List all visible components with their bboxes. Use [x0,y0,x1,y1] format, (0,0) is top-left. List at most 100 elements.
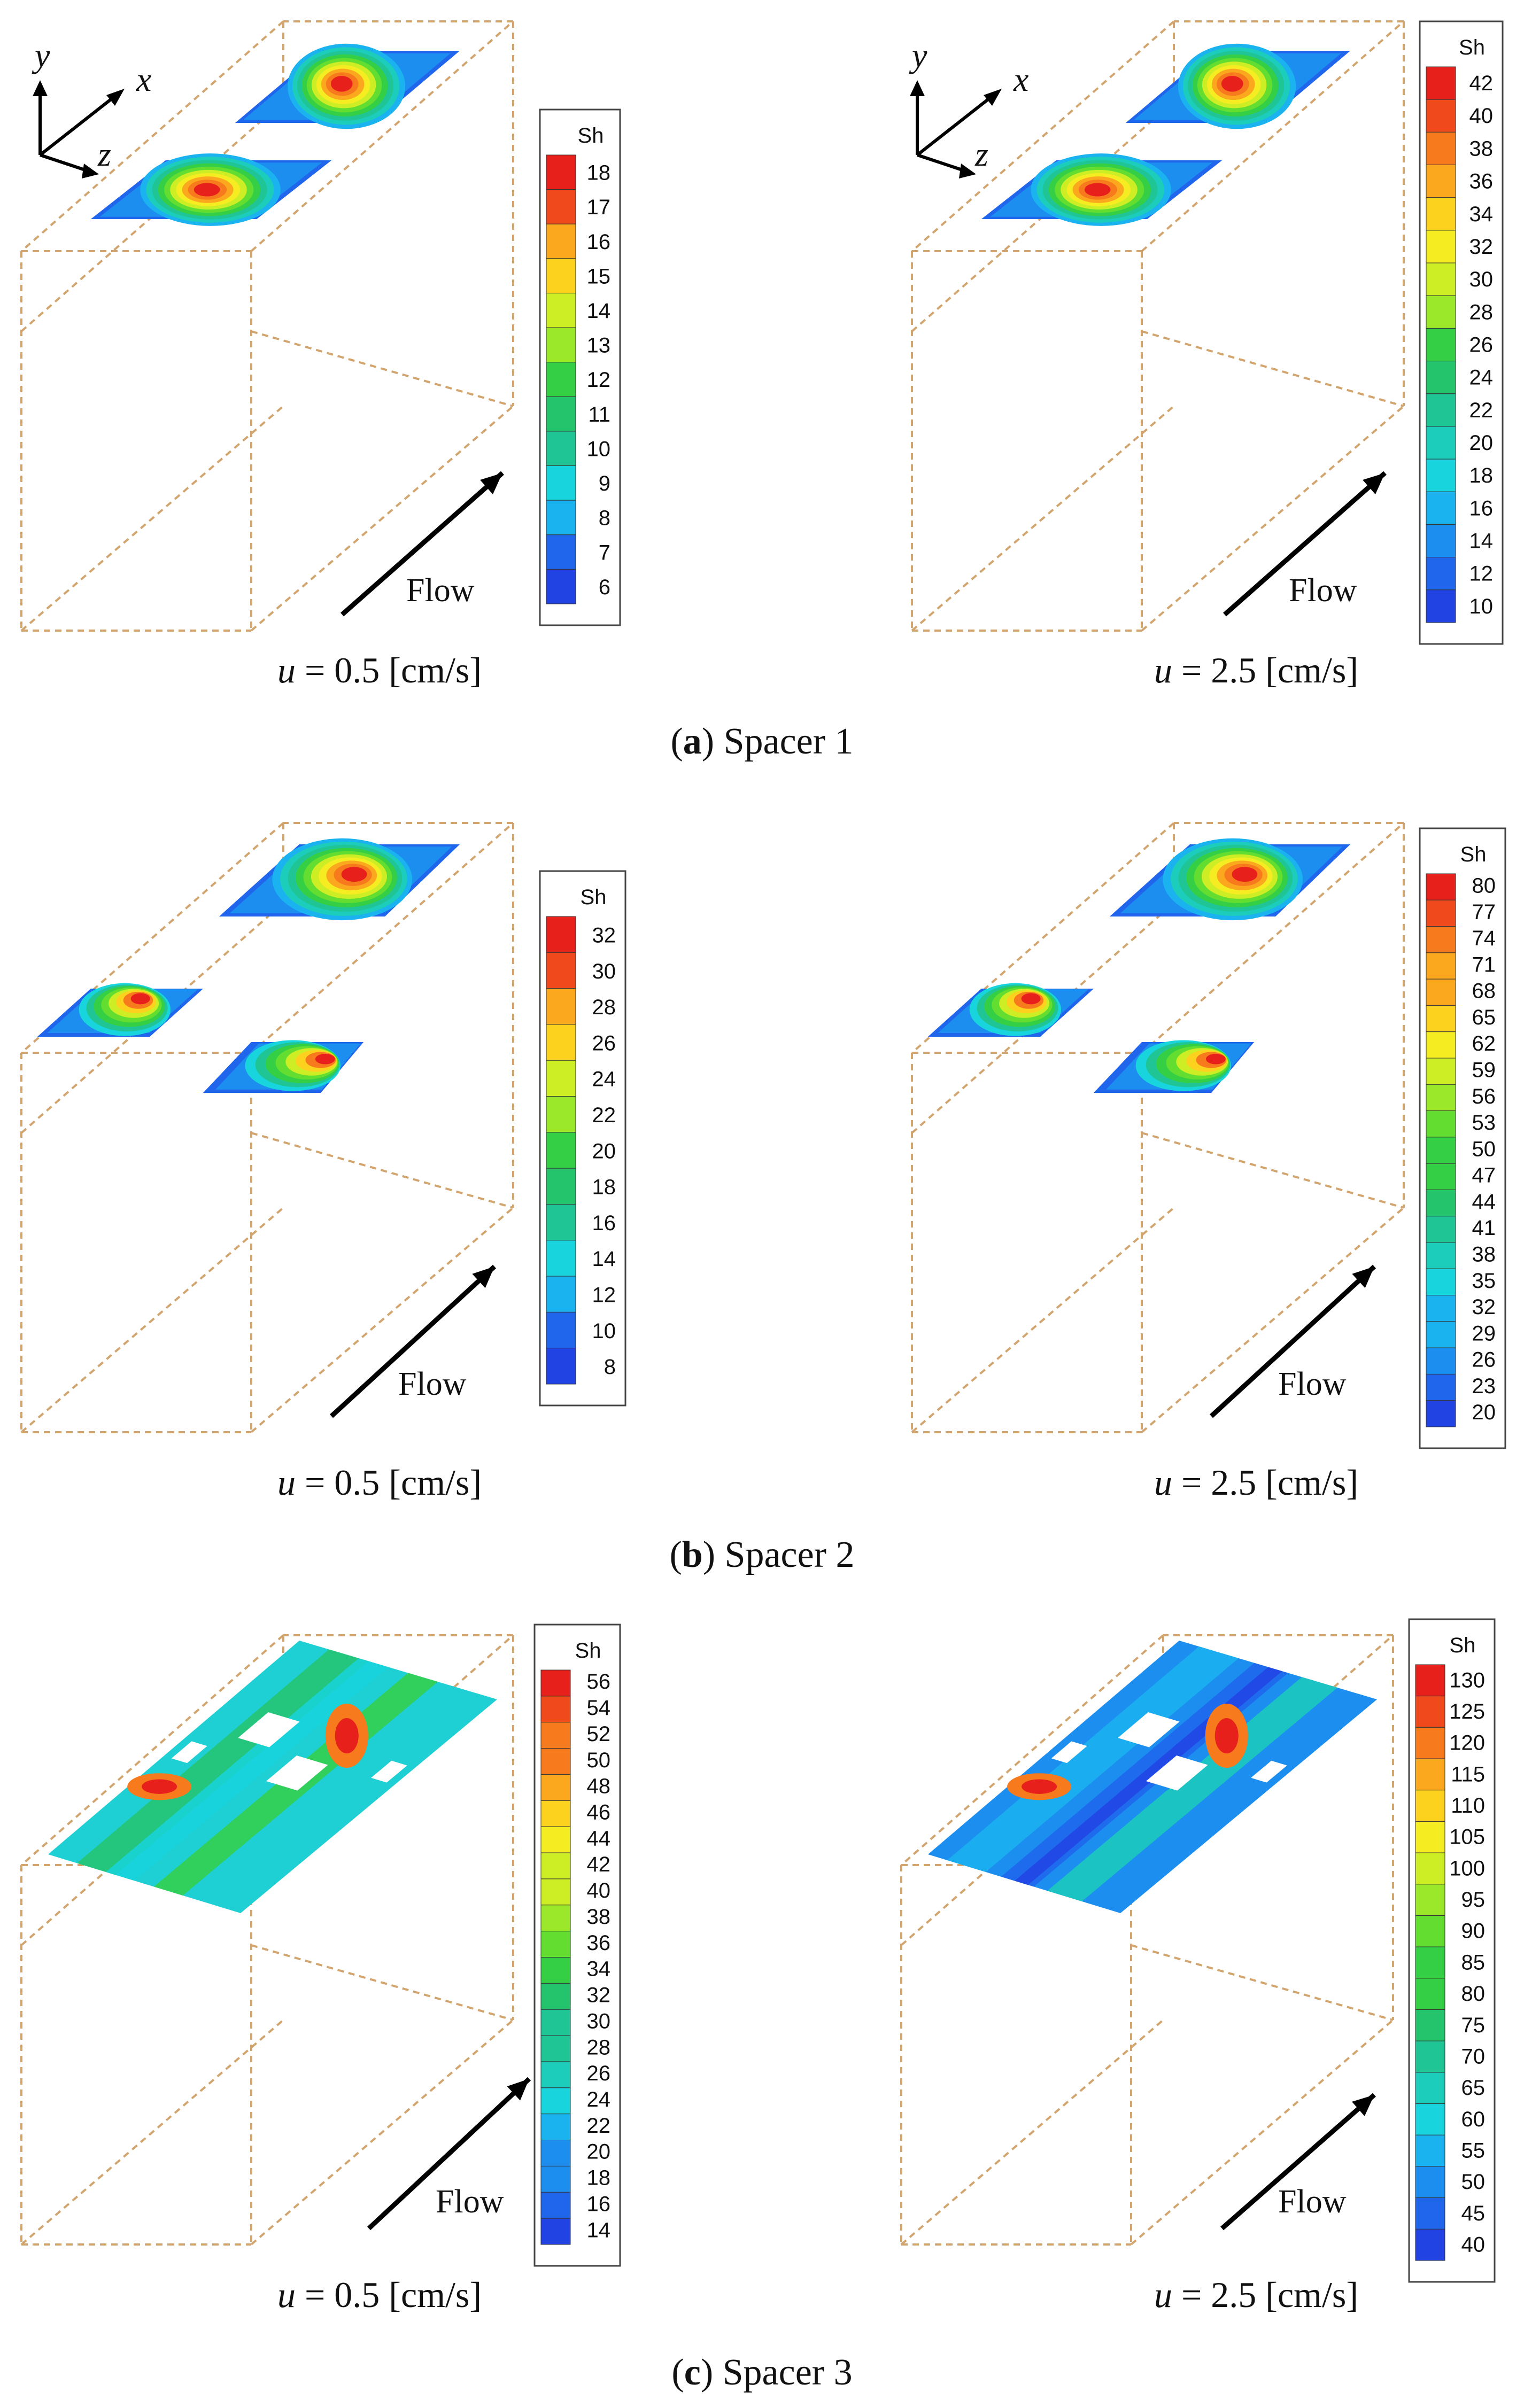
contour-band [1214,1718,1239,1753]
colorbar-tick-label: 10 [592,1319,616,1343]
colorbar-tick-label: 10 [587,437,611,461]
colorbar-tick-label: 44 [587,1827,611,1850]
colorbar-swatch [1426,899,1456,927]
flow-label: Flow [398,1366,467,1402]
flow-arrowhead [1352,1267,1374,1288]
colorbar-swatch [1415,1852,1445,1885]
colorbar-tick-label: 12 [1469,562,1494,586]
contour-band [194,183,220,197]
sherwood-contour-patch [91,153,331,226]
colorbar-tick-label: 22 [592,1104,616,1127]
colorbar-swatch [1426,131,1456,166]
colorbar-swatch [1415,1884,1445,1916]
contour-band [1047,1677,1337,1901]
colorbar-tick-label: 28 [587,2036,611,2059]
wireframe-edge [20,1207,284,1433]
wireframe-edge [1141,20,1405,252]
flow-arrow [1220,2093,1376,2231]
colorbar-tick-label: 110 [1451,1794,1485,1817]
colorbar-swatch [1426,1347,1456,1374]
colorbar-tick-label: 12 [592,1284,616,1307]
contour-band [106,1658,389,1881]
colorbar-swatch [540,1878,571,1906]
colorbar-swatch [546,500,576,535]
colorbar-swatch [1426,1189,1456,1217]
panel-spacer1-low: y xz Sh 18 17 16 15 14 13 12 11 10 9 8 7 6 Flow [20,20,621,632]
x-axis-arrow [39,95,116,157]
colorbar-tick-label: 75 [1461,2014,1486,2037]
colorbar-tick-label: 50 [1472,1137,1496,1161]
colorbar-swatch [1415,1758,1445,1791]
wireframe-edge [1141,822,1405,1054]
colorbar-tick-label: 10 [1469,595,1494,618]
z-axis-arrowhead [959,164,976,178]
colorbar-swatch [1415,2134,1445,2167]
colorbar-swatch [540,1774,571,1801]
colorbar-swatch [540,1905,571,1932]
colorbar-swatch [546,258,576,293]
colorbar-tick-label: 60 [1461,2108,1486,2131]
colorbar-tick-label: 44 [1472,1190,1496,1214]
flow-arrow [1209,1264,1376,1418]
colorbar-tick-label: 32 [592,923,616,947]
colorbar-tick-label: 29 [1472,1322,1496,1345]
colorbar-tick-label: 71 [1472,953,1496,976]
colorbar-swatch [1426,295,1456,329]
colorbar-tick-label: 8 [604,1355,616,1379]
colorbar-swatch [546,465,576,501]
colorbar-swatch [1426,491,1456,525]
colorbar-tick-label: 40 [587,1879,611,1902]
wireframe-edge [250,1207,514,1433]
colorbar-tick-label: 38 [1469,137,1494,160]
colorbar-tick-label: 30 [1469,268,1494,291]
colorbar-tick-label: 26 [592,1031,616,1055]
colorbar-title: Sh [1460,843,1487,866]
wireframe-edge [20,2019,284,2246]
colorbar-tick-label: 32 [1469,235,1494,259]
colorbar-swatch [546,916,576,953]
wireframe-edge [911,822,1175,1054]
colorbar-swatch [546,1348,576,1385]
colorbar-tick-label: 30 [587,2009,611,2033]
colorbar-swatch [1426,1295,1456,1322]
notch-cutout [1251,1760,1287,1783]
colorbar-tick-label: 9 [599,472,610,495]
colorbar-swatch [546,396,576,432]
colorbar-tick-label: 22 [1469,399,1494,422]
y-axis-label: y [909,36,927,74]
colorbar-swatch [540,2165,571,2193]
colorbar-swatch [1426,978,1456,1006]
contour-band [315,1054,335,1065]
wireframe-edge [251,1132,514,1209]
colorbar-tick-label: 15 [587,265,611,288]
colorbar-swatch [540,1826,571,1853]
colorbar-swatch [1426,1400,1456,1427]
colorbar-swatch [546,292,576,328]
contour-band [335,1718,359,1753]
sherwood-contour-patch [219,838,460,921]
colorbar-tick-label: 11 [588,403,610,426]
colorbar-tick-label: 38 [1472,1242,1496,1266]
colorbar-swatch [1415,1664,1445,1697]
wireframe-edge [911,20,1175,252]
colorbar-tick-label: 26 [587,2062,611,2085]
contour-band [1205,1054,1226,1065]
colorbar-swatch [1426,1321,1456,1348]
contour-band [1221,76,1243,92]
colorbar-swatch [1415,1915,1445,1947]
colorbar-swatch [546,327,576,363]
z-axis-arrow [917,153,966,173]
schematic: y xz Sh 18 17 16 15 14 13 12 11 10 9 8 7 6 Flow [20,20,621,632]
sherwood-contour-sheet [48,1641,497,1913]
z-axis-label: z [97,135,111,173]
colorbar-tick-label: 36 [587,1931,611,1955]
schematic: y xz Sh 42 40 38 36 34 32 30 28 26 24 22 20 18 16 14 12 10 F… [909,20,1504,645]
colorbar-swatch [540,1696,571,1723]
colorbar-swatch [1426,952,1456,980]
x-axis-label: x [136,60,151,98]
colorbar-swatch [1426,361,1456,394]
colorbar-tick-label: 42 [587,1853,611,1876]
colorbar-swatch [540,1931,571,1958]
colorbar-swatch [1415,1946,1445,1979]
